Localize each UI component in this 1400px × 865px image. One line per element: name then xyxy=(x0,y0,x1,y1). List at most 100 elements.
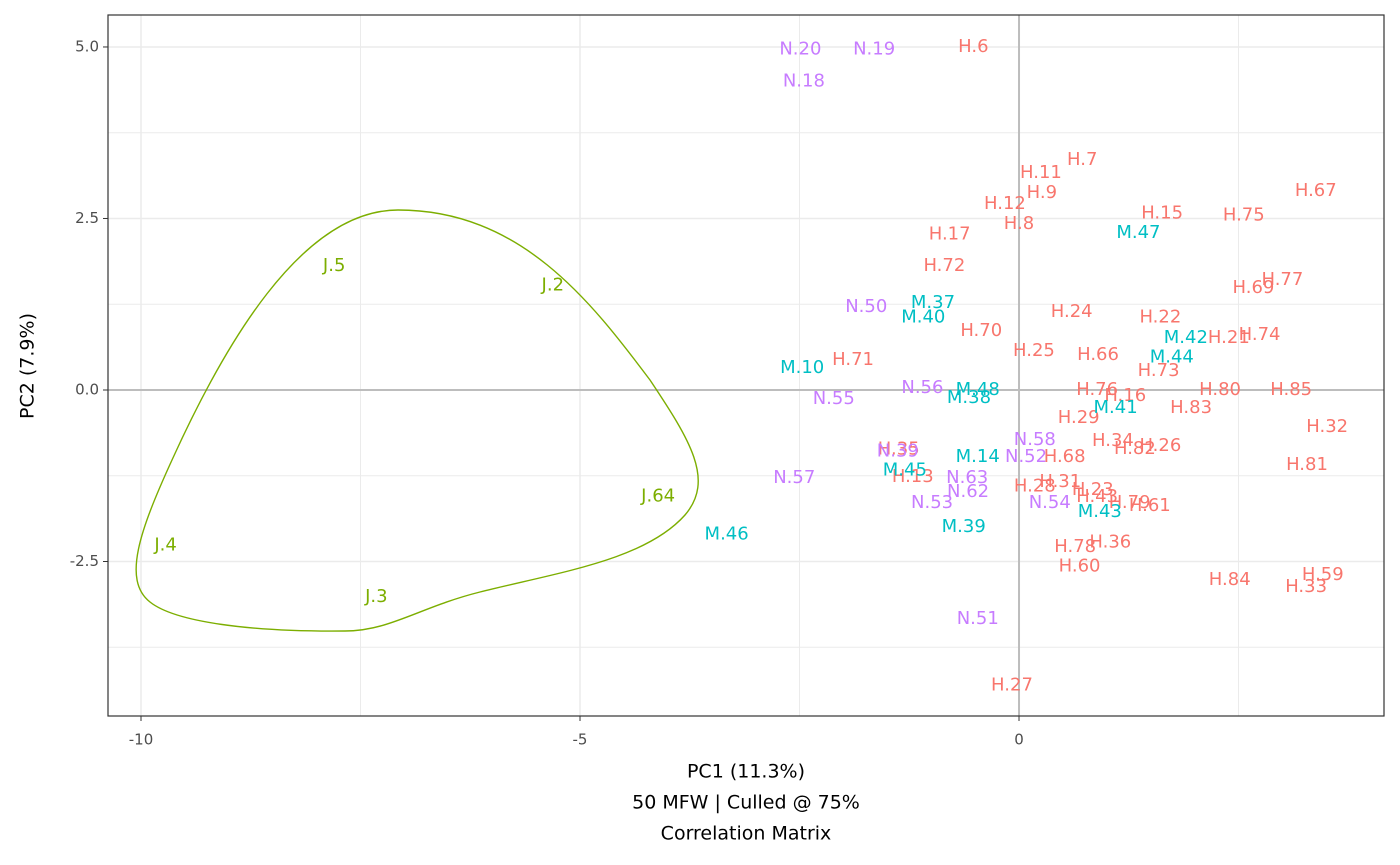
point-label: M.46 xyxy=(705,524,749,545)
point-label: H.73 xyxy=(1138,360,1180,381)
point-label: H.68 xyxy=(1044,446,1086,467)
point-label: J.64 xyxy=(640,485,675,506)
point-label: H.72 xyxy=(923,255,965,276)
point-label: H.24 xyxy=(1051,301,1093,322)
axes: -10 -5 0 -2.5 0.0 2.5 5.0 xyxy=(70,37,1024,748)
point-label: H.9 xyxy=(1027,182,1057,203)
point-label: H.8 xyxy=(1004,213,1034,234)
point-label: N.57 xyxy=(773,467,815,488)
point-label: H.75 xyxy=(1223,205,1265,226)
point-label: M.44 xyxy=(1150,347,1194,368)
point-label: M.38 xyxy=(947,387,991,408)
point-label: M.45 xyxy=(883,459,927,480)
point-label: H.60 xyxy=(1059,555,1101,576)
point-label: H.61 xyxy=(1129,495,1171,516)
point-label: H.36 xyxy=(1089,531,1131,552)
point-label: M.40 xyxy=(901,306,945,327)
points: H.6 H.7H.11H.9H.12H.8 H.17 H.15 H.75 H.67 H.72… xyxy=(153,36,1348,696)
point-label: M.41 xyxy=(1094,397,1138,418)
x-tick-label: 0 xyxy=(1014,731,1024,749)
x-tick-label: -10 xyxy=(129,731,154,749)
point-label: H.26 xyxy=(1139,435,1181,456)
point-label: N.20 xyxy=(779,39,821,60)
point-label: H.70 xyxy=(960,320,1002,341)
point-label: M.10 xyxy=(780,357,824,378)
point-label: J.3 xyxy=(364,586,387,607)
point-label: M.39 xyxy=(942,516,986,537)
point-label: H.43 xyxy=(1076,486,1118,507)
point-label: H.67 xyxy=(1295,180,1337,201)
point-label: N.50 xyxy=(845,296,887,317)
point-label: N.18 xyxy=(783,70,825,91)
point-label: M.43 xyxy=(1078,501,1122,522)
point-label: H.7 xyxy=(1067,149,1097,170)
x-axis-caption: Correlation Matrix xyxy=(661,823,832,845)
point-label: H.35 xyxy=(878,439,920,460)
point-label: H.23 xyxy=(1072,479,1114,500)
point-label: H.22 xyxy=(1139,306,1181,327)
point-label: H.59 xyxy=(1302,564,1344,585)
point-label: H.13 xyxy=(892,466,934,487)
x-axis-label: PC1 (11.3%) xyxy=(687,761,805,783)
point-label: N.56 xyxy=(901,377,943,398)
point-label: J.5 xyxy=(322,255,345,276)
y-axis-label: PC2 (7.9%) xyxy=(17,313,39,419)
point-label: H.78 xyxy=(1054,536,1096,557)
point-label: H.34 xyxy=(1092,430,1134,451)
y-tick-label: 2.5 xyxy=(75,209,99,227)
point-label: H.28 xyxy=(1014,476,1056,497)
point-label: H.76 xyxy=(1076,379,1118,400)
point-label: M.48 xyxy=(956,379,1000,400)
group-ellipse xyxy=(135,209,699,632)
point-label: H.16 xyxy=(1104,385,1146,406)
plot-border xyxy=(107,14,1385,717)
point-label: H.71 xyxy=(832,349,874,370)
point-label: N.52 xyxy=(1005,446,1047,467)
point-label: N.55 xyxy=(813,388,855,409)
point-label: H.21 xyxy=(1208,327,1250,348)
x-tick-label: -5 xyxy=(573,731,588,749)
point-label: H.82 xyxy=(1114,438,1156,459)
point-label: H.12 xyxy=(984,193,1026,214)
point-label: N.54 xyxy=(1029,492,1071,513)
point-label: N.62 xyxy=(947,481,989,502)
point-label: H.6 xyxy=(958,36,988,57)
point-label: H.85 xyxy=(1270,379,1312,400)
point-label: H.15 xyxy=(1141,203,1183,224)
point-label: H.25 xyxy=(1013,340,1055,361)
x-axis-caption: 50 MFW | Culled @ 75% xyxy=(632,792,860,814)
grid xyxy=(108,15,1384,716)
point-label: H.84 xyxy=(1209,569,1251,590)
point-label: H.66 xyxy=(1077,344,1119,365)
point-label: H.80 xyxy=(1199,379,1241,400)
point-label: H.32 xyxy=(1306,416,1348,437)
point-label: H.69 xyxy=(1233,277,1275,298)
point-label: N.19 xyxy=(853,39,895,60)
point-label: N.51 xyxy=(957,608,999,629)
point-label: J.4 xyxy=(153,535,176,556)
point-label: M.42 xyxy=(1164,327,1208,348)
point-label: H.11 xyxy=(1020,162,1062,183)
point-label: H.29 xyxy=(1058,407,1100,428)
point-label: J.2 xyxy=(541,275,564,296)
point-label: H.33 xyxy=(1285,576,1327,597)
point-label: H.83 xyxy=(1170,397,1212,418)
point-label: N.39 xyxy=(877,441,919,462)
point-label: H.79 xyxy=(1109,492,1151,513)
point-label: N.58 xyxy=(1014,429,1056,450)
point-label: H.81 xyxy=(1286,454,1328,475)
point-label: H.27 xyxy=(991,675,1033,696)
point-label: M.37 xyxy=(911,292,955,313)
point-label: H.74 xyxy=(1239,324,1281,345)
y-tick-label: 5.0 xyxy=(75,37,99,55)
point-label: M.47 xyxy=(1116,222,1160,243)
point-label: H.77 xyxy=(1261,269,1303,290)
y-tick-label: -2.5 xyxy=(70,552,99,570)
point-label: N.53 xyxy=(911,492,953,513)
point-label: H.17 xyxy=(929,223,971,244)
point-label: H.31 xyxy=(1039,471,1081,492)
y-tick-label: 0.0 xyxy=(75,380,99,398)
point-label: N.63 xyxy=(946,467,988,488)
